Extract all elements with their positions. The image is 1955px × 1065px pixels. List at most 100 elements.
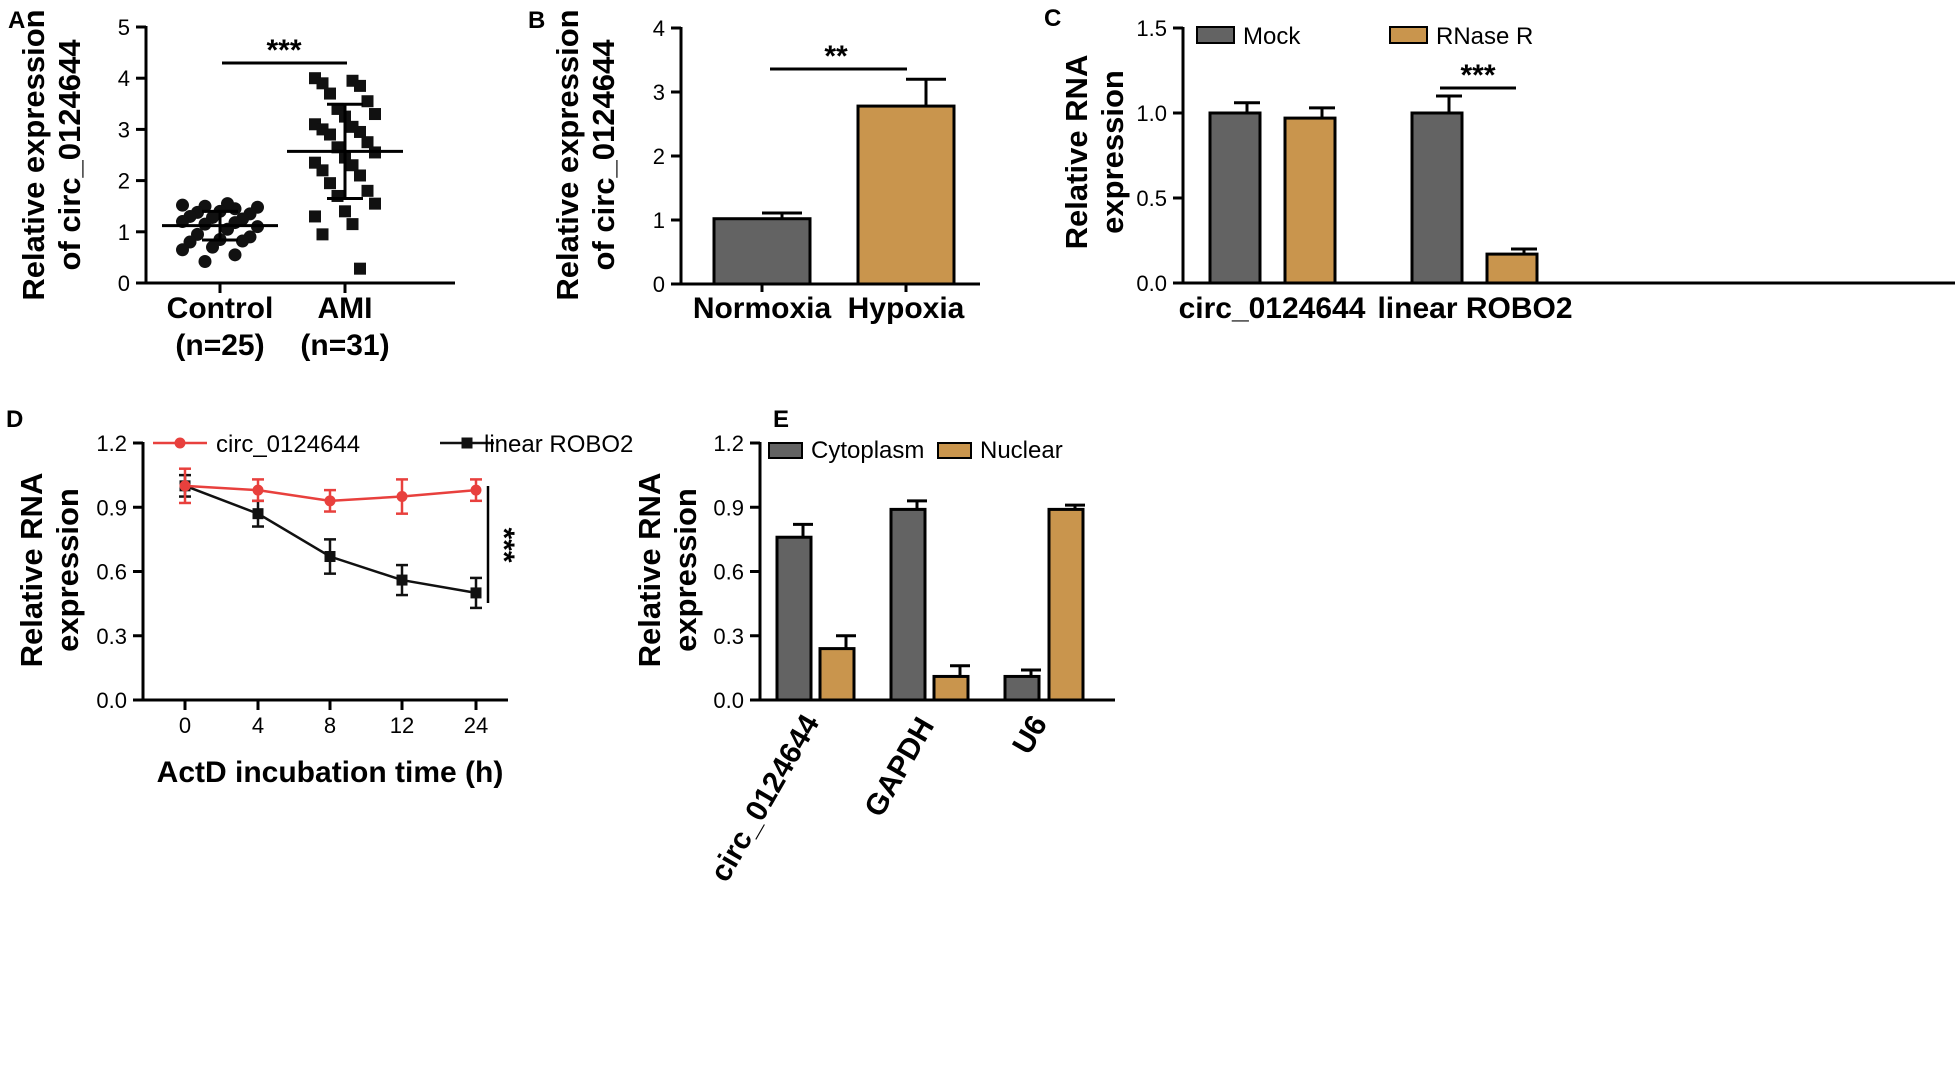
y-tick-label: 0.9 — [713, 495, 744, 520]
bar-normoxia — [712, 217, 812, 286]
data-point-ami — [309, 210, 321, 223]
significance: *** — [487, 527, 520, 562]
bar-cytoplasm — [775, 535, 813, 702]
data-point-control — [206, 240, 219, 254]
x-tick-label: circ_0124644 — [704, 709, 826, 888]
data-point-ami — [324, 177, 336, 190]
x-tick-label: Control — [167, 292, 274, 325]
data-point-ami — [331, 189, 344, 202]
data-point-ami — [354, 262, 366, 275]
data-point-control — [198, 217, 212, 231]
y-axis-label-line-1: Relative RNA — [14, 473, 49, 668]
data-point-ami — [369, 197, 381, 210]
y-tick-label: 4 — [653, 16, 665, 41]
data-point-ami — [346, 159, 359, 172]
data-point-control — [198, 254, 212, 268]
panel-label: C — [1044, 5, 1061, 32]
panel-d: D 0.0 0.3 0.6 0.9 1.2 Relative RNA expression 0 4… — [6, 406, 633, 789]
bar-rnase-r — [1485, 252, 1539, 285]
x-tick-label: 8 — [324, 713, 336, 738]
bar-nuclear — [932, 674, 970, 702]
y-axis-label: Relative RNA expression — [1059, 55, 1130, 250]
y-tick-label: 0.5 — [1136, 186, 1167, 211]
significance-label: *** — [266, 34, 301, 67]
data-point-ami — [361, 184, 374, 197]
data-point-control — [176, 243, 189, 257]
panel-label: A — [8, 7, 25, 34]
data-point-ami — [316, 228, 329, 241]
y-axis-label: Relative expression of circ_0124644 — [16, 9, 87, 300]
y-axis-label-line-2: of circ_0124644 — [52, 39, 87, 271]
data-point-control — [176, 198, 189, 212]
data-point-ami — [354, 79, 366, 92]
bar-mock — [1410, 111, 1464, 285]
significance-label: *** — [487, 527, 520, 562]
x-tick-label: circ_0124644 — [1179, 292, 1366, 325]
bar-nuclear — [818, 647, 856, 702]
data-point-ami — [369, 108, 381, 121]
data-point-control — [236, 234, 249, 248]
data-point-ami — [354, 169, 366, 182]
data-point-circ — [324, 495, 336, 507]
legend-label: Mock — [1243, 23, 1301, 50]
y-axis-label-line-2: of circ_0124644 — [586, 39, 621, 271]
significance-label: *** — [1460, 59, 1495, 92]
y-tick-label: 0.0 — [1136, 271, 1167, 296]
y-axis-label-line-1: Relative expression — [16, 9, 51, 300]
data-point-ami — [316, 77, 329, 90]
data-point-linear — [252, 508, 264, 520]
y-tick-label: 1 — [653, 208, 665, 233]
x-tick-n: (n=25) — [175, 329, 264, 362]
panel-label: B — [528, 7, 545, 34]
x-axis-label: ActD incubation time (h) — [157, 756, 504, 789]
y-tick-label: 0 — [118, 271, 130, 296]
y-axis-label-line-2: expression — [668, 488, 703, 652]
y-axis-label-line-1: Relative RNA — [1059, 55, 1094, 250]
y-tick-label: 0 — [653, 272, 665, 297]
data-point-linear — [324, 551, 336, 563]
y-tick-label: 3 — [118, 117, 130, 142]
y-tick-label: 1.2 — [96, 431, 127, 456]
y-tick-label: 3 — [653, 80, 665, 105]
legend-label: circ_0124644 — [216, 431, 360, 458]
data-point-ami — [316, 164, 329, 177]
x-tick-label: GAPDH — [858, 712, 941, 822]
data-point-circ — [252, 484, 264, 496]
legend-marker-circ — [174, 437, 186, 449]
legend-label: Nuclear — [980, 437, 1063, 464]
x-tick-label: 24 — [464, 713, 488, 738]
y-axis-label-line-2: expression — [50, 488, 85, 652]
bar-cytoplasm — [889, 507, 927, 702]
legend-swatch — [937, 442, 972, 459]
y-tick-label: 2 — [118, 169, 130, 194]
significance-label: ** — [824, 40, 848, 73]
data-point-ami — [339, 205, 351, 218]
y-tick-label: 1.5 — [1136, 16, 1167, 41]
x-tick-label: 0 — [179, 713, 191, 738]
legend-swatch — [1196, 26, 1235, 44]
data-point-ami — [361, 136, 374, 149]
bar-hypoxia — [856, 104, 956, 286]
y-tick-label: 0.6 — [96, 560, 127, 585]
data-point-circ — [179, 480, 191, 492]
data-point-ami — [324, 87, 336, 100]
y-tick-label: 0.9 — [96, 495, 127, 520]
y-axis-label: Relative expression of circ_0124644 — [550, 9, 621, 300]
y-tick-label: 0.3 — [713, 624, 744, 649]
y-axis-label: Relative RNA expression — [632, 473, 703, 668]
data-point-ami — [324, 128, 336, 141]
y-axis-label-line-2: expression — [1095, 70, 1130, 234]
y-tick-label: 0.0 — [713, 688, 744, 713]
panel-label: D — [6, 406, 23, 433]
y-tick-label: 4 — [118, 66, 130, 91]
data-point-ami — [346, 218, 359, 231]
x-tick-label: 12 — [390, 713, 414, 738]
y-tick-label: 0.3 — [96, 624, 127, 649]
panel-label: E — [773, 406, 789, 433]
data-point-linear — [396, 574, 408, 586]
x-tick-label: 4 — [252, 713, 264, 738]
data-point-ami — [354, 125, 366, 138]
